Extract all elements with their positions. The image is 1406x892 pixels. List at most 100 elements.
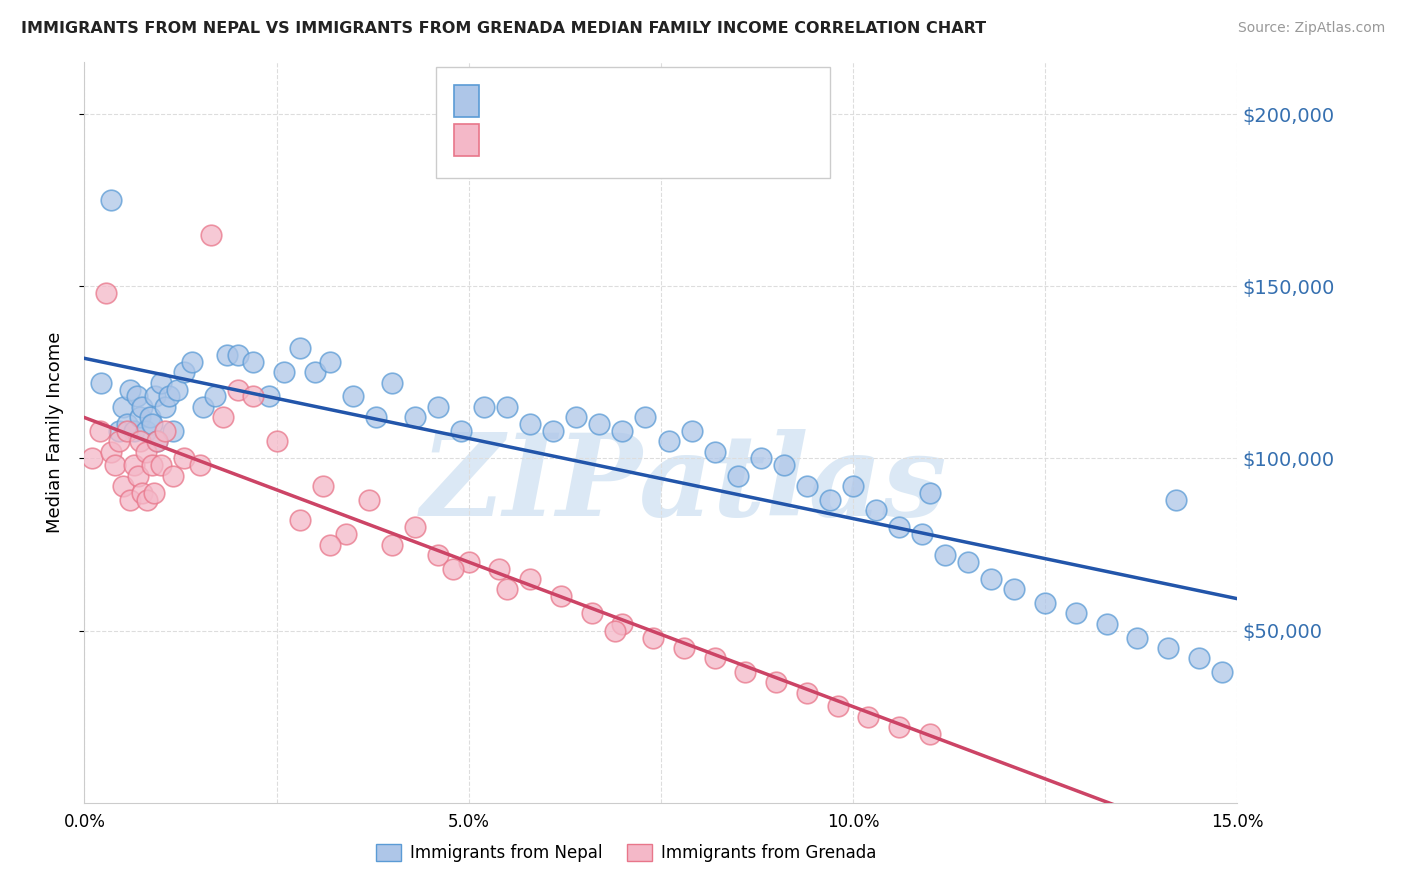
Point [381, 376, 404, 390]
Point [858, 709, 880, 723]
Point [934, 548, 956, 562]
Point [426, 548, 449, 562]
Point [357, 492, 380, 507]
Point [703, 651, 725, 665]
Point [124, 424, 146, 438]
Point [115, 424, 138, 438]
Point [457, 555, 479, 569]
Point [115, 417, 138, 431]
Point [266, 434, 288, 449]
Point [842, 479, 865, 493]
Point [257, 389, 280, 403]
Point [150, 458, 173, 473]
Point [135, 444, 157, 458]
Point [441, 561, 464, 575]
Point [827, 699, 849, 714]
Point [153, 400, 176, 414]
Point [215, 348, 238, 362]
Point [273, 365, 295, 379]
Point [127, 468, 149, 483]
Point [128, 434, 150, 449]
Point [581, 607, 603, 621]
Point [100, 444, 122, 458]
Point [603, 624, 626, 638]
Point [1002, 582, 1025, 597]
Point [111, 400, 134, 414]
Point [150, 376, 173, 390]
Point [496, 582, 519, 597]
Point [918, 486, 941, 500]
Point [141, 417, 163, 431]
Point [311, 479, 333, 493]
Point [796, 685, 818, 699]
Point [1064, 607, 1087, 621]
Point [89, 424, 111, 438]
Point [90, 376, 112, 390]
Point [887, 720, 910, 734]
Point [366, 410, 388, 425]
Point [796, 479, 818, 493]
Point [80, 451, 103, 466]
Point [980, 572, 1002, 586]
Point [381, 537, 404, 551]
Point [426, 400, 449, 414]
Point [749, 451, 772, 466]
Point [188, 458, 211, 473]
Point [727, 468, 749, 483]
Point [1188, 651, 1211, 665]
Point [141, 458, 163, 473]
Point [288, 341, 311, 355]
Point [100, 193, 122, 207]
Point [226, 383, 249, 397]
Point [588, 417, 610, 431]
Point [450, 424, 472, 438]
Point [1164, 492, 1187, 507]
Point [643, 631, 665, 645]
Point [211, 410, 233, 425]
Point [193, 400, 215, 414]
Point [153, 424, 176, 438]
Text: R =  -0.481   N =  71: R = -0.481 N = 71 [491, 92, 679, 110]
Point [734, 665, 756, 679]
Point [1033, 596, 1056, 610]
Point [120, 492, 142, 507]
Point [1126, 631, 1149, 645]
Point [242, 355, 264, 369]
Point [612, 616, 634, 631]
Point [131, 486, 153, 500]
Point [304, 365, 326, 379]
Point [519, 417, 541, 431]
Text: ZIPatlas: ZIPatlas [420, 429, 948, 540]
Point [319, 537, 342, 551]
Point [242, 389, 264, 403]
Point [772, 458, 794, 473]
Point [204, 389, 226, 403]
Point [173, 451, 195, 466]
Point [157, 389, 180, 403]
Point [288, 513, 311, 527]
Point [142, 486, 165, 500]
Point [1211, 665, 1233, 679]
Point [131, 400, 153, 414]
Point [108, 434, 131, 449]
Point [541, 424, 564, 438]
Point [124, 458, 146, 473]
Point [108, 424, 131, 438]
Point [519, 572, 541, 586]
Point [94, 286, 117, 301]
Point [818, 492, 841, 507]
Point [136, 492, 159, 507]
Point [1095, 616, 1118, 631]
Text: Source: ZipAtlas.com: Source: ZipAtlas.com [1237, 21, 1385, 35]
Point [488, 561, 510, 575]
Point [634, 410, 657, 425]
Point [565, 410, 588, 425]
Point [135, 424, 157, 438]
Y-axis label: Median Family Income: Median Family Income [45, 332, 63, 533]
Point [173, 365, 195, 379]
Point [765, 675, 787, 690]
Point [496, 400, 519, 414]
Point [162, 468, 184, 483]
Point [887, 520, 910, 534]
Point [143, 389, 166, 403]
